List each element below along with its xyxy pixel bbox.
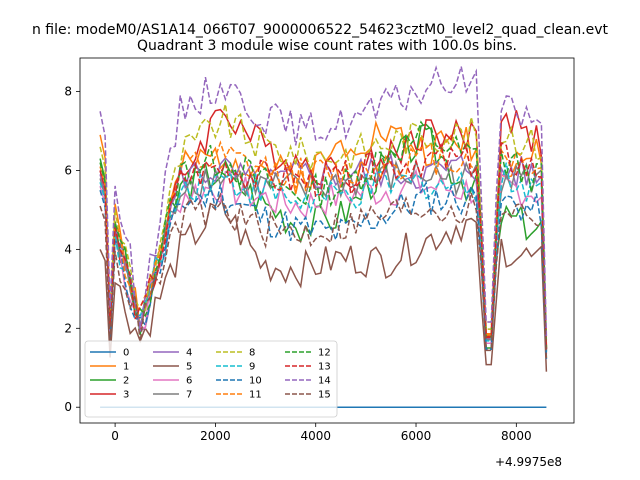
y-tick-label: 0 [64,400,72,414]
x-tick-label: 4000 [300,429,331,443]
series-line-12 [99,120,548,350]
series-line-10 [99,180,548,359]
legend-label: 7 [186,390,192,401]
legend-label: 3 [123,390,129,401]
series-line-14 [99,65,548,337]
y-tick-label: 6 [64,163,72,177]
legend-frame [84,340,338,418]
legend-label: 1 [123,362,129,373]
legend-label: 8 [249,348,255,359]
y-tick-label: 8 [64,85,72,99]
legend-label: 2 [123,376,129,387]
legend-label: 5 [186,362,192,373]
figure-suptitle: n file: modeM0/AS1A14_066T07_9000006522_… [32,22,609,38]
legend-label: 11 [249,390,262,401]
series-line-13 [99,141,548,350]
series-line-15 [99,192,548,360]
y-axis: 0 2 4 6 8 [64,85,80,414]
series-line-4 [99,152,548,351]
x-offset-label: +4.9975e8 [495,455,562,469]
series-line-8 [99,104,548,343]
x-axis: 0 2000 4000 6000 8000 [111,423,532,443]
y-tick-label: 4 [64,242,72,256]
legend-label: 12 [318,348,331,359]
series-line-5 [99,192,548,372]
series-line-9 [99,162,548,353]
legend-label: 15 [318,390,331,401]
x-tick-label: 8000 [501,429,532,443]
axes-frame [79,57,575,424]
plot-lines [99,65,548,408]
legend-label: 6 [186,376,192,387]
legend-label: 14 [318,376,331,387]
x-tick-label: 2000 [200,429,231,443]
legend-label: 9 [249,362,255,373]
x-tick-label: 0 [111,429,119,443]
legend-label: 0 [123,348,129,359]
y-tick-label: 2 [64,321,72,335]
legend-label: 4 [186,348,192,359]
legend-label: 10 [249,376,262,387]
x-tick-label: 6000 [401,429,432,443]
series-line-11 [99,140,548,348]
legend-label: 13 [318,362,331,373]
chart-title: Quadrant 3 module wise count rates with … [137,38,517,54]
